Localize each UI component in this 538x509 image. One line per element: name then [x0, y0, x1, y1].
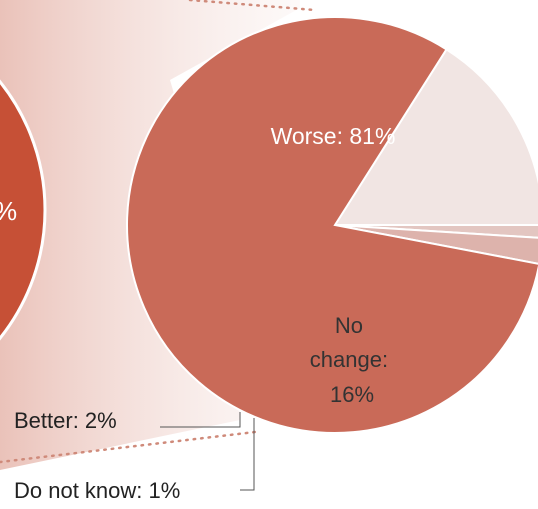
background-pie [0, 79, 47, 341]
slice-label-no-change-line2: change: [310, 347, 388, 372]
pie-slices [126, 16, 538, 434]
wedge-bottom-dotted-line [0, 430, 257, 464]
wedge-top-dotted-line [188, 0, 317, 12]
slice-label-no-change-line1: No [335, 313, 363, 338]
slice-label-no-change: No change: 16% [310, 313, 394, 407]
slice-label-worse: Worse: 81% [271, 123, 396, 149]
slice-label-no-change-line3: 16% [330, 382, 374, 407]
pie-slice-worse [126, 16, 538, 434]
callout-label-do-not-know: Do not know: 1% [14, 478, 180, 503]
leader-line-do-not-know [240, 418, 255, 491]
pie-slice-no-change [333, 47, 538, 226]
leader-line-better [160, 412, 241, 428]
callout-label-better: Better: 2% [14, 408, 117, 433]
background-pie-label: % [0, 196, 17, 226]
